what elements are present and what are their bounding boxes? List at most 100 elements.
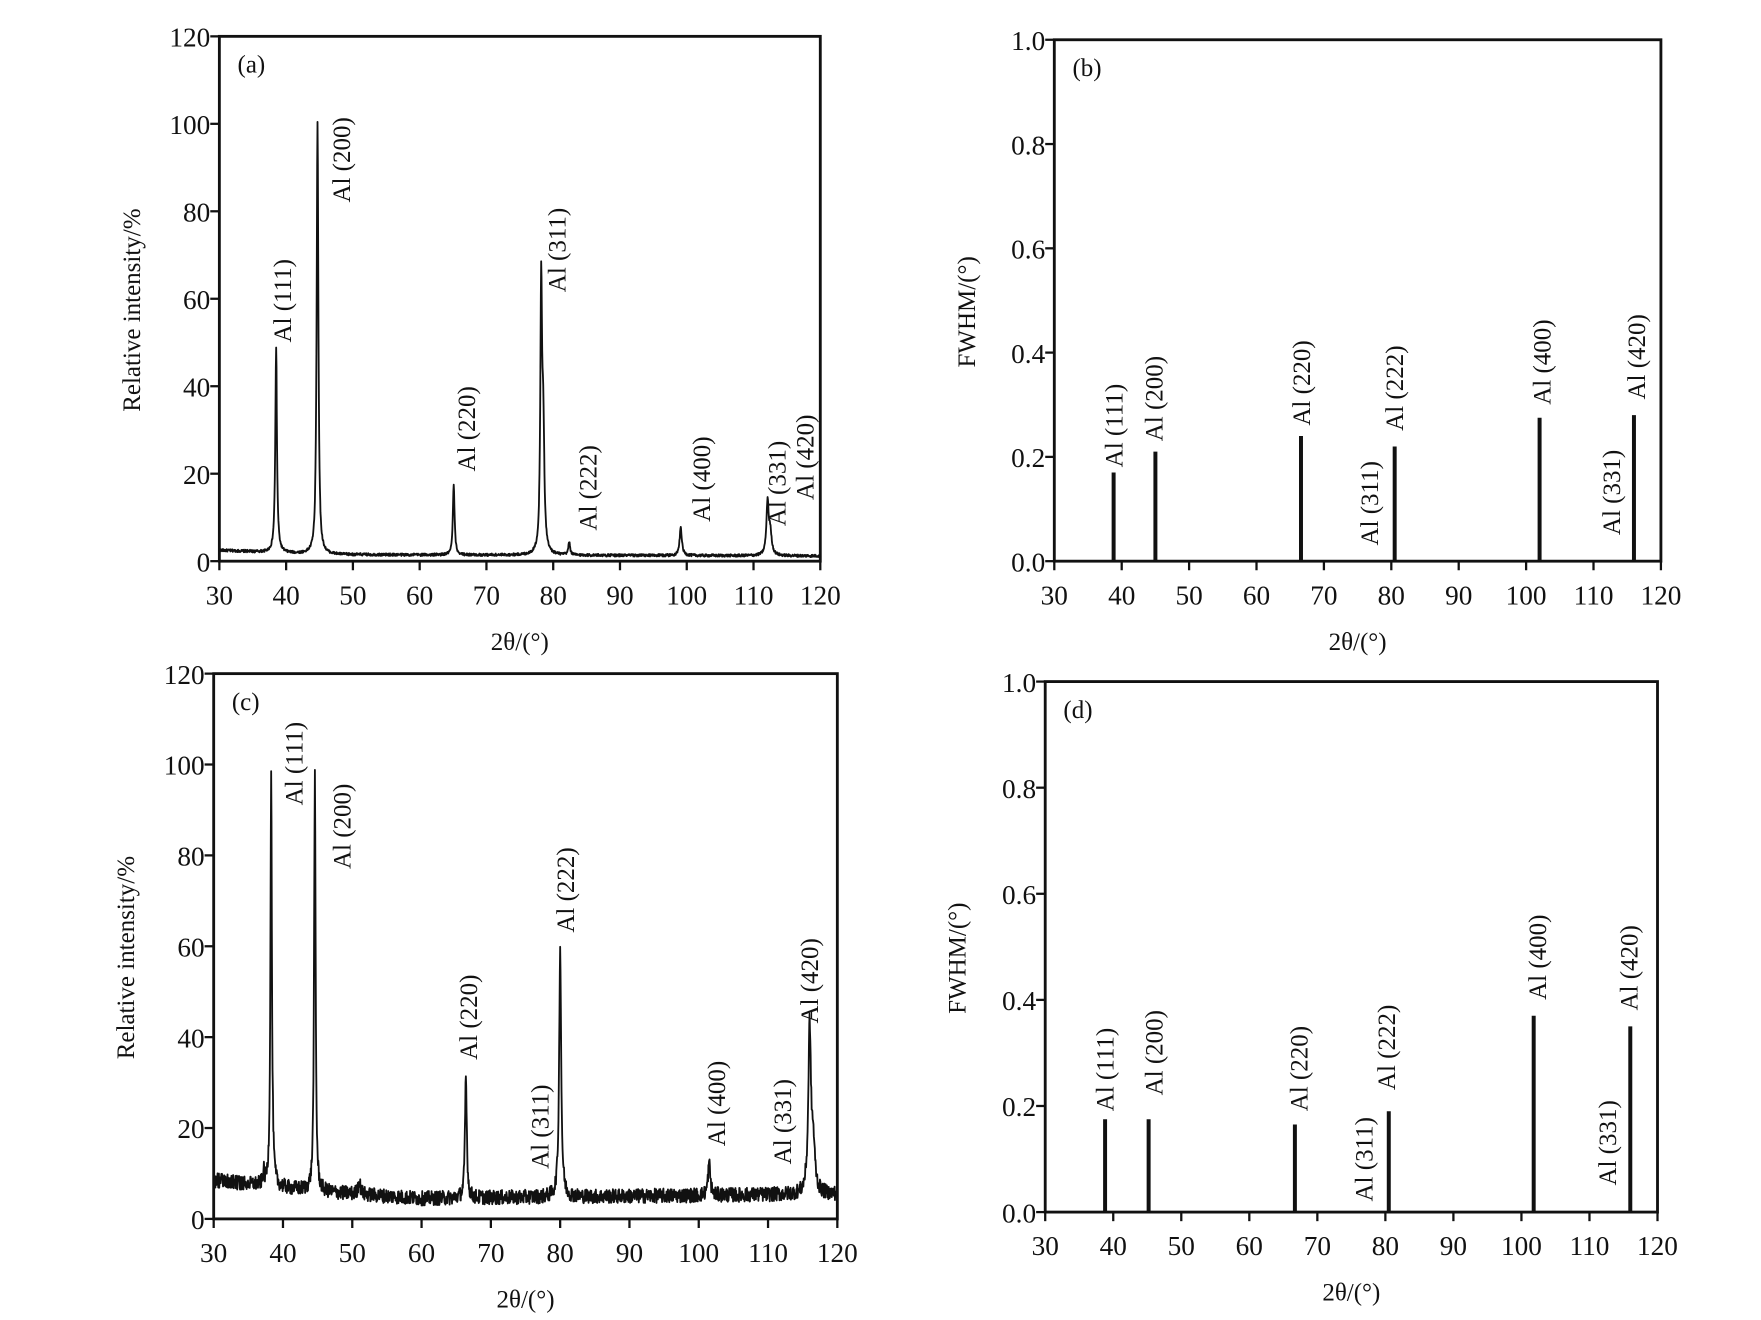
x-tick-label: 30 <box>1041 580 1068 610</box>
x-tick-label: 120 <box>800 580 841 610</box>
peak-label: Al (222) <box>1374 1005 1401 1090</box>
peak-label: Al (311) <box>527 1084 554 1168</box>
peak-label: Al (200) <box>329 117 356 202</box>
x-tick-label: 70 <box>1310 580 1337 610</box>
peak-label: Al (331) <box>1595 1100 1622 1185</box>
y-tick-label: 40 <box>177 1023 204 1053</box>
x-tick-label: 50 <box>339 580 366 610</box>
panel-label: (c) <box>232 689 260 716</box>
y-tick-label: 80 <box>177 842 204 872</box>
x-tick-label: 90 <box>1440 1231 1467 1261</box>
peak-label: Al (420) <box>1624 314 1651 399</box>
x-tick-label: 80 <box>540 580 567 610</box>
xrd-pattern-line <box>212 768 839 1207</box>
panel-label: (d) <box>1063 697 1092 724</box>
x-tick-label: 40 <box>1100 1231 1127 1261</box>
x-tick-label: 90 <box>616 1238 643 1268</box>
peak-label: Al (111) <box>270 259 297 343</box>
peak-label: Al (420) <box>797 938 824 1023</box>
peak-label: Al (220) <box>456 975 483 1060</box>
x-axis-label: 2θ/(°) <box>1322 1280 1380 1307</box>
x-tick-label: 100 <box>1506 580 1547 610</box>
y-tick-label: 0 <box>191 1205 205 1235</box>
y-axis-label: FWHM/(°) <box>945 903 972 1014</box>
peak-label: Al (331) <box>1599 450 1626 535</box>
x-tick-label: 30 <box>1032 1231 1059 1261</box>
y-axis-label: FWHM/(°) <box>954 256 981 367</box>
x-tick-label: 80 <box>1372 1231 1399 1261</box>
x-tick-label: 80 <box>547 1238 574 1268</box>
x-tick-label: 60 <box>1236 1231 1263 1261</box>
y-tick-label: 100 <box>164 751 205 781</box>
peak-label: Al (222) <box>1382 345 1409 430</box>
y-tick-label: 1.0 <box>1011 26 1045 56</box>
y-tick-label: 20 <box>183 460 210 490</box>
peak-label: Al (220) <box>454 386 481 471</box>
x-tick-label: 30 <box>206 580 233 610</box>
x-tick-label: 70 <box>477 1238 504 1268</box>
y-tick-label: 0.2 <box>1002 1092 1036 1122</box>
peak-label: Al (400) <box>704 1061 731 1146</box>
peak-label: Al (311) <box>545 208 572 292</box>
y-tick-label: 0.4 <box>1011 339 1045 369</box>
x-tick-label: 50 <box>1175 580 1202 610</box>
plot-frame <box>1043 680 1659 1214</box>
peak-label: Al (220) <box>1286 1026 1313 1111</box>
peak-label: Al (111) <box>281 722 308 806</box>
y-tick-label: 120 <box>164 660 205 690</box>
peak-label: Al (331) <box>770 1079 797 1164</box>
xrd-pattern-line <box>218 120 822 558</box>
peak-label: Al (200) <box>1141 356 1168 441</box>
peak-label: Al (222) <box>553 847 580 932</box>
chart-panel-a: 30 40 50 60 70 80 90 100 110 120 0 20 40 60 80 100 120 2θ… <box>119 23 841 656</box>
y-tick-label: 0.2 <box>1011 443 1045 473</box>
x-tick-label: 100 <box>1501 1231 1542 1261</box>
x-tick-label: 40 <box>269 1238 296 1268</box>
y-tick-label: 0 <box>197 547 211 577</box>
y-tick-label: 0.8 <box>1011 130 1045 160</box>
x-tick-label: 120 <box>1640 580 1681 610</box>
x-tick-label: 90 <box>606 580 633 610</box>
chart-panel-d: 30 40 50 60 70 80 90 100 110 120 0.0 0.2 0.4 0.6 0.8 1.… <box>945 668 1678 1307</box>
y-tick-label: 20 <box>177 1114 204 1144</box>
x-tick-label: 90 <box>1445 580 1472 610</box>
x-tick-label: 40 <box>1108 580 1135 610</box>
x-tick-label: 50 <box>339 1238 366 1268</box>
panel-label: (b) <box>1072 55 1101 82</box>
peak-label: Al (200) <box>329 784 356 869</box>
y-tick-label: 0.6 <box>1002 880 1036 910</box>
x-tick-label: 70 <box>1304 1231 1331 1261</box>
peak-label: Al (420) <box>1616 925 1643 1010</box>
x-tick-label: 120 <box>817 1238 858 1268</box>
x-tick-label: 100 <box>666 580 707 610</box>
x-tick-label: 40 <box>273 580 300 610</box>
peak-label: Al (400) <box>689 436 716 521</box>
x-axis-label: 2θ/(°) <box>496 1287 554 1314</box>
y-axis-label: Relative intensity/% <box>119 208 146 411</box>
y-axis-label: Relative intensity/% <box>113 856 140 1059</box>
x-tick-label: 80 <box>1378 580 1405 610</box>
y-tick-label: 0.4 <box>1002 986 1036 1016</box>
x-tick-label: 110 <box>1570 1231 1610 1261</box>
plot-frame <box>1052 38 1663 563</box>
x-tick-label: 120 <box>1637 1231 1678 1261</box>
peak-label: Al (111) <box>1102 384 1129 468</box>
x-tick-label: 110 <box>734 580 774 610</box>
y-tick-label: 1.0 <box>1002 668 1036 698</box>
x-tick-label: 70 <box>473 580 500 610</box>
y-tick-label: 0.0 <box>1002 1198 1036 1228</box>
x-tick-label: 50 <box>1168 1231 1195 1261</box>
y-tick-label: 80 <box>183 198 210 228</box>
x-tick-label: 60 <box>406 580 433 610</box>
chart-panel-b: 30 40 50 60 70 80 90 100 110 120 0.0 0.2 0.4 0.6 0.8 1.… <box>954 26 1682 656</box>
y-tick-label: 60 <box>177 932 204 962</box>
peak-label: Al (331) <box>764 441 791 526</box>
peak-label: Al (311) <box>1352 1117 1379 1201</box>
x-tick-label: 60 <box>408 1238 435 1268</box>
peak-label: Al (220) <box>1289 340 1316 425</box>
plot-frame <box>217 34 822 563</box>
x-tick-label: 100 <box>678 1238 719 1268</box>
y-tick-label: 60 <box>183 285 210 315</box>
x-axis-label: 2θ/(°) <box>1329 629 1387 656</box>
